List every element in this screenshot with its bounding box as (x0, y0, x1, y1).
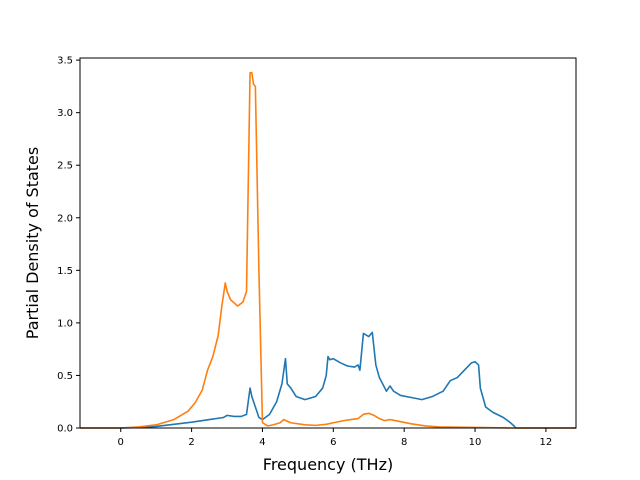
x-axis-label: Frequency (THz) (263, 455, 393, 474)
y-tick-label: 2.5 (57, 161, 73, 172)
series-line-1 (80, 331, 576, 429)
y-tick-label: 0.5 (57, 371, 73, 382)
x-tick-label: 10 (469, 437, 482, 448)
plot-area (79, 57, 577, 429)
y-axis-label: Partial Density of States (23, 147, 42, 339)
x-tick-label: 4 (259, 437, 265, 448)
x-axis-ticks: 0 2 4 6 8 10 12 (118, 428, 553, 448)
x-tick-label: 0 (118, 437, 124, 448)
y-tick-label: 3.5 (57, 56, 73, 67)
series-layer (80, 71, 576, 429)
y-axis-ticks: 0.0 0.5 1.0 1.5 2.0 2.5 3.0 3.5 (57, 56, 80, 435)
series-line-2 (80, 71, 576, 429)
y-tick-label: 3.0 (57, 108, 73, 119)
x-tick-label: 2 (188, 437, 194, 448)
x-tick-label: 12 (540, 437, 553, 448)
x-tick-label: 8 (401, 437, 407, 448)
y-tick-label: 0.0 (57, 424, 73, 435)
axes-frame (79, 57, 577, 429)
y-tick-label: 1.5 (57, 266, 73, 277)
y-tick-label: 2.0 (57, 213, 73, 224)
y-tick-label: 1.0 (57, 318, 73, 329)
x-tick-label: 6 (330, 437, 336, 448)
axes-background (80, 58, 576, 428)
